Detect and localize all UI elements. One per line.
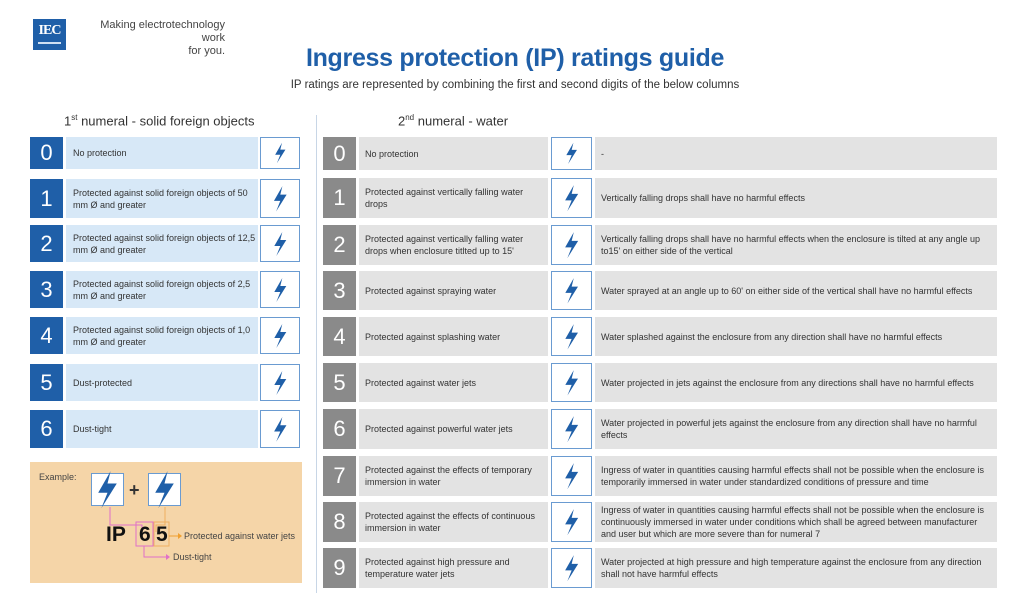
row-description: Protected against solid foreign objects … xyxy=(66,317,258,354)
finger-icon xyxy=(260,225,300,262)
plus-sign: + xyxy=(129,480,140,500)
numeral-badge: 5 xyxy=(30,364,63,401)
spray-icon xyxy=(551,271,592,310)
heading-sup: nd xyxy=(405,113,415,122)
lightning-icon xyxy=(551,137,592,170)
heading-num: 2 xyxy=(398,113,406,129)
water-jet-icon xyxy=(551,363,592,402)
example-note-dust: Dust-tight xyxy=(173,552,212,562)
row-title: Protected against high pressure and temp… xyxy=(359,548,548,588)
row-description: No protection xyxy=(66,137,258,169)
row-description: Protected against solid foreign objects … xyxy=(66,271,258,308)
water-jet-icon xyxy=(148,470,181,509)
powerful-jet-icon xyxy=(551,409,592,449)
row-detail: - xyxy=(595,137,997,170)
example-label: Example: xyxy=(39,472,77,482)
splash-icon xyxy=(551,317,592,356)
numeral-badge: 5 xyxy=(323,363,356,402)
example-note-water: Protected against water jets xyxy=(184,531,296,541)
heading-num: 1 xyxy=(64,113,72,129)
heading-text: numeral - water xyxy=(414,113,509,129)
row-description: Protected against solid foreign objects … xyxy=(66,225,258,262)
numeral-badge: 4 xyxy=(323,317,356,356)
high-pressure-jet-icon xyxy=(551,548,592,588)
numeral-badge: 3 xyxy=(323,271,356,310)
numeral-badge: 6 xyxy=(30,410,63,448)
right-column-heading: 2nd numeral - water xyxy=(398,113,508,128)
example-connectors xyxy=(109,507,182,560)
row-detail: Water sprayed at an angle up to 60' on e… xyxy=(595,271,997,310)
row-detail: Vertically falling drops shall have no h… xyxy=(595,178,997,218)
tagline: Making electrotechnology work for you. xyxy=(83,19,225,58)
numeral-badge: 0 xyxy=(323,137,356,170)
row-title: Protected against vertically falling wat… xyxy=(359,225,548,265)
row-title: Protected against spraying water xyxy=(359,271,548,310)
numeral-badge: 6 xyxy=(323,409,356,449)
numeral-badge: 4 xyxy=(30,317,63,354)
logo-text: IEC xyxy=(38,23,62,38)
tagline-line2: for you. xyxy=(188,45,225,57)
row-description: Protected against solid foreign objects … xyxy=(66,179,258,218)
iec-logo: IEC xyxy=(33,19,66,50)
row-detail: Water projected in jets against the encl… xyxy=(595,363,997,402)
ip-digit-1: 6 xyxy=(139,523,151,546)
tilted-drops-icon xyxy=(551,225,592,265)
row-title: Protected against the effects of continu… xyxy=(359,502,548,542)
ip-prefix: IP xyxy=(106,523,126,546)
numeral-badge: 3 xyxy=(30,271,63,308)
numeral-badge: 0 xyxy=(30,137,63,169)
lightning-icon xyxy=(260,137,300,169)
numeral-badge: 8 xyxy=(323,502,356,542)
dust-tight-icon xyxy=(91,470,124,509)
page-subtitle: IP ratings are represented by combining … xyxy=(290,79,740,91)
heading-text: numeral - solid foreign objects xyxy=(77,113,255,129)
numeral-badge: 1 xyxy=(30,179,63,218)
heading-sup: st xyxy=(71,113,78,122)
dust-icon xyxy=(260,364,300,401)
row-title: Protected against the effects of tempora… xyxy=(359,456,548,496)
row-detail: Water projected at high pressure and hig… xyxy=(595,548,997,588)
row-detail: Ingress of water in quantities causing h… xyxy=(595,502,997,542)
row-title: Protected against splashing water xyxy=(359,317,548,356)
numeral-badge: 9 xyxy=(323,548,356,588)
numeral-badge: 1 xyxy=(323,178,356,218)
row-description: Dust-protected xyxy=(66,364,258,401)
wire-icon xyxy=(260,317,300,354)
left-column-heading: 1st numeral - solid foreign objects xyxy=(64,113,255,128)
dust-tight-icon xyxy=(260,410,300,448)
row-title: No protection xyxy=(359,137,548,170)
row-title: Protected against vertically falling wat… xyxy=(359,178,548,218)
column-divider xyxy=(316,115,317,593)
row-title: Protected against powerful water jets xyxy=(359,409,548,449)
hand-icon xyxy=(260,179,300,218)
numeral-badge: 2 xyxy=(30,225,63,262)
example-box: Example: + IP 6 5 Protected against wate… xyxy=(30,462,302,583)
row-detail: Vertically falling drops shall have no h… xyxy=(595,225,997,265)
drops-icon xyxy=(551,178,592,218)
page-title: Ingress protection (IP) ratings guide xyxy=(305,44,725,72)
tagline-line1: Making electrotechnology work xyxy=(100,19,225,44)
numeral-badge: 7 xyxy=(323,456,356,496)
row-detail: Water projected in powerful jets against… xyxy=(595,409,997,449)
row-description: Dust-tight xyxy=(66,410,258,448)
continuous-immersion-icon xyxy=(551,502,592,542)
ip-digit-2: 5 xyxy=(156,523,168,546)
immersion-icon xyxy=(551,456,592,496)
row-title: Protected against water jets xyxy=(359,363,548,402)
tool-icon xyxy=(260,271,300,308)
row-detail: Water splashed against the enclosure fro… xyxy=(595,317,997,356)
row-detail: Ingress of water in quantities causing h… xyxy=(595,456,997,496)
numeral-badge: 2 xyxy=(323,225,356,265)
